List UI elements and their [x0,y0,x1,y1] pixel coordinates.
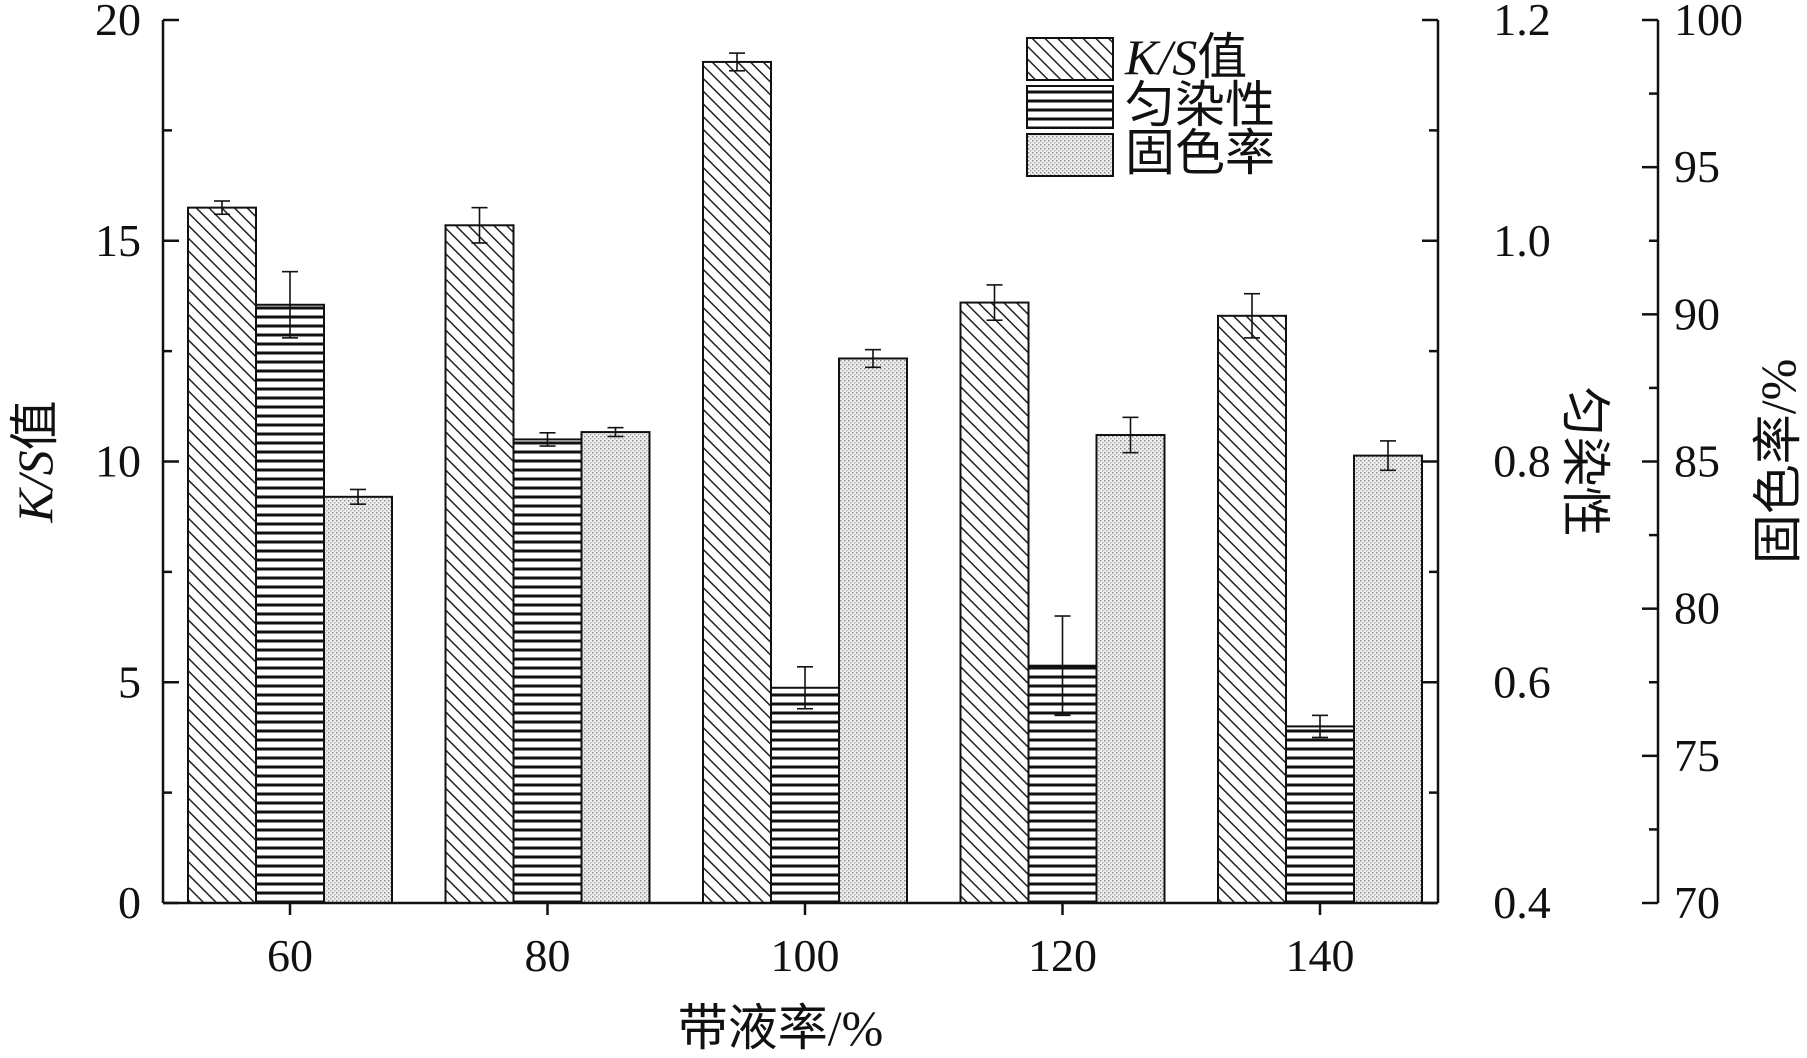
bar-dots-60 [323,495,393,904]
legend-label: K/S值 [1124,29,1247,85]
x-tick-label: 140 [1286,930,1355,981]
fixation-tick-label: 90 [1674,288,1720,339]
right-tick-label: 1.0 [1493,215,1551,266]
bar-dots-100 [838,357,908,904]
bar-diagonal-80 [444,224,515,905]
right-tick-label: 0.6 [1493,656,1551,707]
right-tick-label: 0.8 [1493,436,1551,487]
error-bar [797,665,813,710]
x-axis-title: 带液率/% [678,1000,884,1056]
fixation-tick-label: 85 [1674,436,1720,487]
bar-diagonal-100 [702,60,772,904]
legend-item: K/S值 [1026,29,1247,85]
error-bar [1122,416,1139,454]
right-axis-title: 匀染性 [1557,387,1613,537]
left-tick-label: 15 [95,215,141,266]
legend-swatch [1026,85,1114,129]
bar-horizontal-140 [1285,725,1355,905]
legend-label: 固色率 [1125,125,1275,181]
left-tick-label: 20 [95,0,141,45]
error-bar [1054,615,1071,717]
bar-horizontal-80 [512,438,583,904]
error-bar [214,200,230,216]
fixation-tick-label: 70 [1674,877,1720,928]
bars-layer [187,52,1423,905]
x-tick-label: 100 [771,930,840,981]
error-bar [1312,714,1328,739]
bar-dots-80 [580,431,651,904]
bar-horizontal-60 [255,303,325,904]
error-bar [539,432,556,447]
left-tick-label: 5 [118,656,141,707]
bar-dots-140 [1353,454,1423,904]
x-tick-label: 120 [1028,930,1097,981]
fixation-tick-label: 80 [1674,583,1720,634]
bar-dots-120 [1095,434,1166,904]
x-tick-label: 60 [267,930,313,981]
legend-item: 固色率 [1026,125,1275,181]
bar-diagonal-140 [1217,314,1287,904]
error-bar [607,426,624,438]
error-bar [865,348,881,369]
legend-swatch [1026,37,1114,81]
left-tick-label: 10 [95,436,141,487]
left-tick-label: 0 [118,877,141,928]
fixation-tick-label: 95 [1674,141,1720,192]
error-bar [471,206,488,244]
fixation-tick-label: 75 [1674,730,1720,781]
bar-diagonal-60 [187,206,257,904]
bar-diagonal-120 [959,301,1030,904]
bar-horizontal-100 [770,686,840,904]
left-axis-title: K/S值 [7,400,63,523]
right-tick-label: 1.2 [1493,0,1551,45]
error-bar [729,52,745,72]
legend-item: 匀染性 [1026,77,1275,133]
legend-swatch [1026,133,1114,177]
right-tick-label: 0.4 [1493,877,1551,928]
error-bar [350,488,366,505]
error-bar [1380,440,1396,472]
fixation-axis-title: 固色率/% [1750,359,1806,565]
legend-label: 匀染性 [1125,77,1275,133]
axes-layer: 0 5 10 15 20 0.4 0.6 0.8 1.0 1.2 70 75 80 85 90 95 100 60… [7,0,1806,1056]
error-bar [986,284,1003,322]
error-bar [282,270,298,339]
fixation-tick-label: 100 [1674,0,1743,45]
error-bar [1244,292,1260,339]
x-tick-label: 80 [525,930,571,981]
